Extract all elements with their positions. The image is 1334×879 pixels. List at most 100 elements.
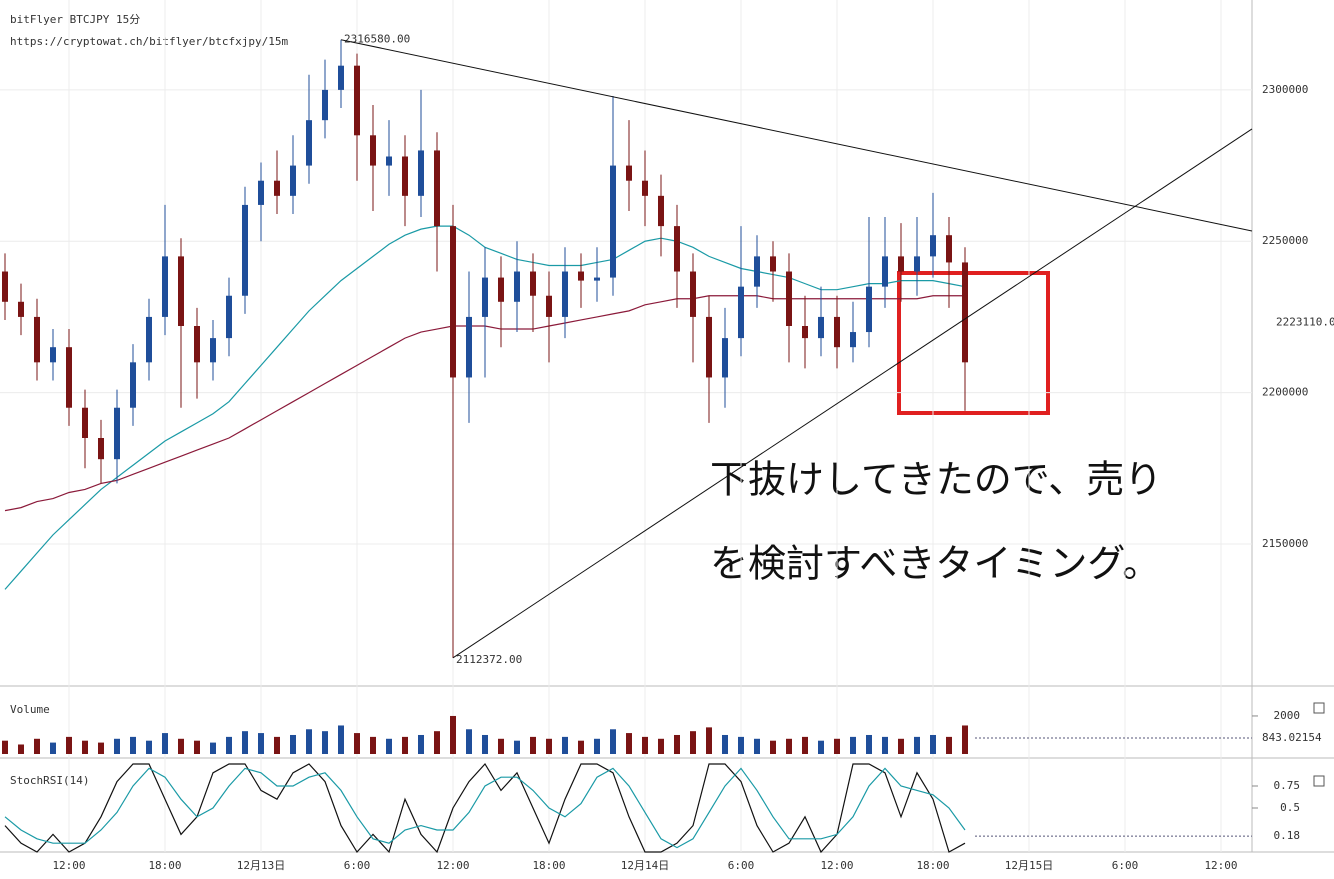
volume-bar [402,736,408,754]
volume-bar [114,738,120,754]
volume-bar [450,715,456,754]
candle-body [562,271,568,317]
volume-bar [162,733,168,754]
volume-bar [98,742,104,754]
candle-body [82,407,88,439]
x-tick-label: 12月13日 [237,859,286,872]
candle-body [434,150,440,227]
candle-body [802,326,808,339]
trend-line [340,39,1253,232]
volume-bar [370,736,376,754]
volume-bar [546,738,552,754]
panel-title: Volume [10,703,50,716]
candle-body [322,89,328,121]
volume-bar [258,733,264,754]
candle-body [290,165,296,196]
volume-bar [562,736,568,754]
volume-bar [946,736,952,754]
volume-bar [610,729,616,754]
candle-body [754,256,760,287]
x-tick-label: 12:00 [52,859,85,872]
candle-body [66,347,72,408]
x-tick-label: 18:00 [148,859,181,872]
candle-body [226,295,232,339]
volume-bar [66,736,72,754]
volume-bar [194,740,200,754]
candle-body [690,271,696,317]
candle-body [98,438,104,460]
candle-body [514,271,520,302]
y-tick-label: 2000 [1274,709,1301,722]
candle-body [834,316,840,348]
volume-bar [514,740,520,754]
annotation-text: を検討すべきタイミング。 [710,542,1160,586]
volume-bar [354,733,360,754]
close-button[interactable] [1313,775,1325,787]
volume-bar [338,725,344,754]
volume-bar [626,733,632,754]
volume-bar [722,734,728,754]
candle-body [386,156,392,166]
x-tick-label: 18:00 [916,859,949,872]
volume-bar [434,731,440,754]
volume-bar [866,734,872,754]
y-tick-label: 0.5 [1280,801,1300,814]
volume-bar [658,738,664,754]
price-marker: 2223110.0 [1276,316,1334,329]
volume-bar [898,738,904,754]
volume-bar [818,740,824,754]
volume-bar [418,734,424,754]
series-line [4,767,966,849]
candle-body [546,295,552,317]
volume-bar [706,727,712,754]
close-button[interactable] [1313,702,1325,714]
volume-bar [834,738,840,754]
candle-body [466,316,472,378]
volume-bar [322,731,328,754]
volume-bar [498,738,504,754]
panel-title: StochRSI(14) [10,774,89,787]
volume-bar [754,738,760,754]
candle-body [642,180,648,196]
candle-body [274,180,280,196]
candle-body [818,316,824,339]
candle-body [178,256,184,327]
volume-bar [226,736,232,754]
volume-bar [466,729,472,754]
candle-body [338,65,344,90]
candle-body [706,316,712,378]
series-line [4,763,966,854]
candle-body [946,235,952,263]
volume-bar [738,736,744,754]
volume-bar [130,736,136,754]
volume-bar [50,742,56,754]
x-tick-label: 6:00 [1112,859,1139,872]
volume-bar [578,740,584,754]
candle-body [578,271,584,281]
candle-body [930,235,936,257]
volume-bar [242,731,248,754]
volume-bar [674,734,680,754]
volume-bar [690,731,696,754]
volume-bar [290,734,296,754]
candle-body [962,262,968,363]
volume-bar [786,738,792,754]
x-tick-label: 12月15日 [1005,859,1054,872]
y-tick-label: 2300000 [1262,83,1308,96]
candle-body [130,362,136,408]
candle-body [530,271,536,296]
candle-body [674,226,680,272]
volume-bar [34,738,40,754]
candle-body [210,338,216,363]
candle-body [498,277,504,302]
volume-bar [82,740,88,754]
candle-body [722,338,728,378]
candle-body [418,150,424,196]
volume-bar [18,744,24,754]
candle-body [626,165,632,181]
candle-body [242,204,248,296]
candle-body [50,347,56,363]
candle-body [370,135,376,166]
volume-bar [306,729,312,754]
volume-bar [642,736,648,754]
